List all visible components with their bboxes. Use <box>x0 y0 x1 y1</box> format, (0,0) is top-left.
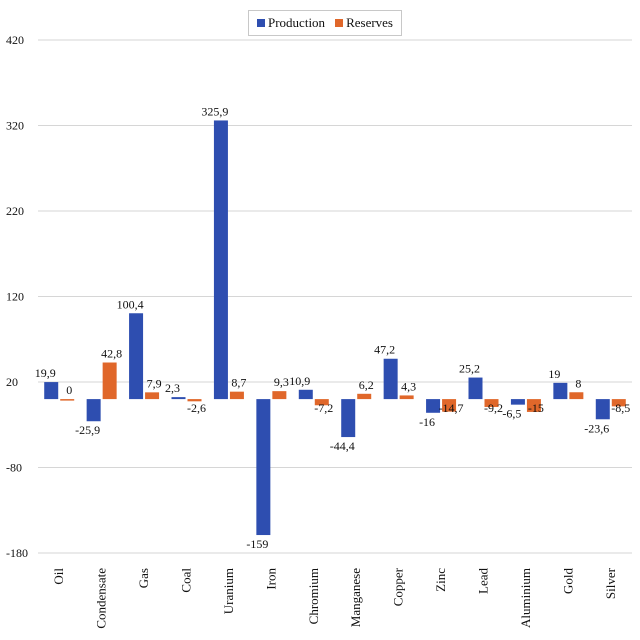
reserves-bar <box>526 399 541 412</box>
x-category-label: Aluminium <box>518 568 533 628</box>
x-category-label: Silver <box>603 567 618 599</box>
production-bar <box>298 389 313 400</box>
reserves-bar <box>145 392 160 400</box>
reserves-bar <box>102 362 117 400</box>
reserves-bar <box>229 391 244 400</box>
production-bar <box>171 397 186 400</box>
legend-item-production: Production <box>257 15 325 31</box>
legend-label-reserves: Reserves <box>346 15 393 30</box>
legend-swatch-production <box>257 19 265 27</box>
legend-item-reserves: Reserves <box>335 15 393 31</box>
reserves-value-label: -14,7 <box>439 401 464 415</box>
production-bar <box>468 377 483 400</box>
reserves-value-label: -7,2 <box>314 401 333 415</box>
reserves-value-label: 8,7 <box>231 376 246 390</box>
reserves-value-label: -8,5 <box>611 401 630 415</box>
production-value-label: 19 <box>548 367 560 381</box>
x-category-label: Gold <box>560 568 575 595</box>
x-category-label: Gas <box>136 568 151 588</box>
reserves-bar <box>442 399 457 412</box>
reserves-bar <box>314 399 329 406</box>
x-category-label: Oil <box>51 568 66 585</box>
reserves-value-label: 4,3 <box>401 379 416 393</box>
reserves-bar <box>484 399 499 407</box>
production-bar <box>595 399 610 420</box>
y-tick-label: 220 <box>6 204 24 218</box>
x-category-label: Copper <box>391 567 406 606</box>
production-bar <box>341 399 356 438</box>
production-value-label: -16 <box>419 415 435 429</box>
reserves-bar <box>357 393 372 400</box>
production-bar <box>213 120 228 400</box>
y-tick-label: -80 <box>6 461 22 475</box>
reserves-value-label: -15 <box>528 401 544 415</box>
production-bar <box>383 358 398 400</box>
y-tick-label: 20 <box>6 375 18 389</box>
production-value-label: 47,2 <box>374 343 395 357</box>
y-tick-label: -180 <box>6 546 28 560</box>
production-value-label: -6,5 <box>502 407 521 421</box>
x-category-label: Lead <box>476 568 491 594</box>
reserves-bar <box>60 399 75 401</box>
production-value-label: 19,9 <box>35 366 56 380</box>
production-value-label: 100,4 <box>117 297 144 311</box>
reserves-bar <box>399 395 414 400</box>
reserves-value-label: -2,6 <box>187 401 206 415</box>
production-value-label: 10,9 <box>289 374 310 388</box>
production-value-label: -44,4 <box>330 439 355 453</box>
x-category-label: Coal <box>179 568 194 593</box>
production-bar <box>86 399 101 422</box>
legend-swatch-reserves <box>335 19 344 27</box>
reserves-value-label: 6,2 <box>359 378 374 392</box>
production-value-label: -159 <box>246 537 268 551</box>
x-category-label: Zinc <box>433 568 448 592</box>
y-tick-label: 120 <box>6 290 24 304</box>
production-bar <box>129 313 144 400</box>
production-bar <box>553 382 568 400</box>
x-category-label: Chromium <box>306 568 321 624</box>
x-category-label: Iron <box>263 568 278 590</box>
reserves-bar <box>187 399 202 402</box>
production-value-label: 2,3 <box>165 381 180 395</box>
production-bar <box>510 399 525 405</box>
reserves-value-label: 7,9 <box>147 376 162 390</box>
reserves-value-label: 9,3 <box>274 375 289 389</box>
production-bar <box>426 399 441 413</box>
production-bar <box>256 399 271 536</box>
legend-label-production: Production <box>268 15 326 30</box>
x-category-label: Condensate <box>94 568 109 629</box>
x-category-label: Uranium <box>221 568 236 614</box>
production-bar <box>44 382 59 400</box>
reserves-bar <box>611 399 626 407</box>
reserves-value-label: 0 <box>66 383 72 397</box>
legend: Production Reserves <box>248 10 402 36</box>
reserves-value-label: 42,8 <box>101 347 122 361</box>
reserves-bar <box>569 392 584 400</box>
reserves-bar <box>272 391 287 400</box>
y-tick-label: 320 <box>6 119 24 133</box>
reserves-value-label: -9,2 <box>484 401 503 415</box>
production-value-label: -25,9 <box>75 423 100 437</box>
x-category-label: Manganese <box>348 568 363 627</box>
reserves-value-label: 8 <box>575 376 581 390</box>
y-tick-label: 420 <box>6 33 24 47</box>
production-value-label: 25,2 <box>459 362 480 376</box>
production-value-label: -23,6 <box>584 421 609 435</box>
production-value-label: 325,9 <box>201 104 228 118</box>
